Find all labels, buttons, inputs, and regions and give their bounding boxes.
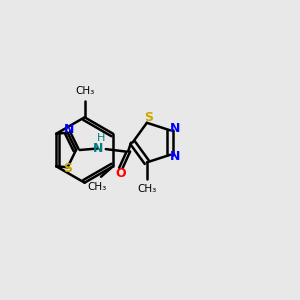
Text: N: N [170, 122, 181, 135]
Text: N: N [93, 142, 103, 155]
Text: CH₃: CH₃ [75, 86, 94, 96]
Text: N: N [64, 123, 74, 136]
Text: H: H [97, 133, 106, 143]
Text: CH₃: CH₃ [137, 184, 157, 194]
Text: O: O [115, 167, 126, 180]
Text: S: S [63, 162, 72, 175]
Text: S: S [144, 111, 153, 124]
Text: N: N [170, 150, 181, 163]
Text: CH₃: CH₃ [87, 182, 106, 192]
